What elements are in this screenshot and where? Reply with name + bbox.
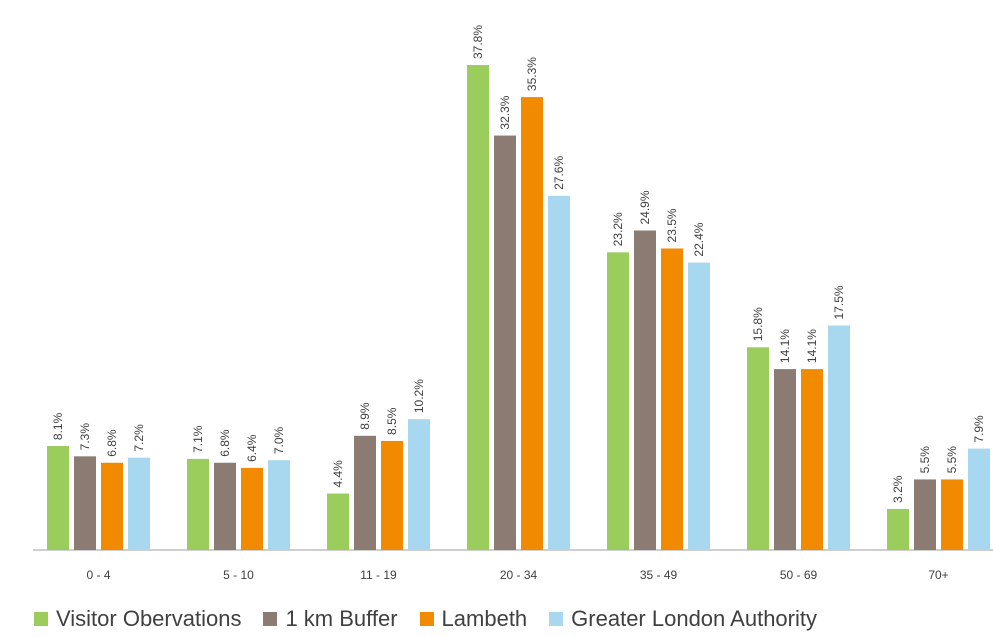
legend-label: Visitor Obervations — [56, 606, 242, 631]
data-label: 8.9% — [358, 402, 372, 430]
legend-swatch — [549, 612, 564, 626]
bar — [187, 458, 209, 550]
data-label: 8.1% — [51, 412, 65, 440]
bar — [634, 230, 656, 550]
legend-item: Lambeth — [419, 606, 528, 632]
bar — [101, 462, 123, 550]
bar — [354, 435, 376, 550]
data-label: 35.3% — [525, 57, 539, 91]
bar — [941, 479, 963, 550]
bar — [327, 493, 349, 550]
bar — [128, 457, 150, 550]
data-label: 7.0% — [272, 427, 286, 455]
data-label: 14.1% — [805, 329, 819, 363]
data-label: 10.2% — [412, 379, 426, 413]
legend-swatch — [419, 612, 434, 626]
bar — [47, 446, 69, 550]
chart-legend: Visitor Obervations 1 km Buffer Lambeth Gre… — [34, 604, 817, 634]
bar — [914, 479, 936, 550]
data-label: 5.5% — [945, 446, 959, 474]
bar — [968, 448, 990, 550]
legend-label: Lambeth — [441, 606, 528, 631]
data-label: 14.1% — [778, 329, 792, 363]
data-label: 24.9% — [638, 190, 652, 224]
legend-swatch — [34, 612, 48, 626]
x-tick-label: 70+ — [928, 568, 948, 582]
bar — [661, 248, 683, 551]
bar — [521, 97, 543, 550]
legend-item: Greater London Authority — [549, 606, 817, 632]
bar — [494, 135, 516, 550]
legend-item: 1 km Buffer — [263, 606, 398, 632]
x-tick-label: 5 - 10 — [223, 568, 254, 582]
data-label: 6.4% — [245, 434, 259, 462]
data-label: 3.2% — [891, 475, 905, 503]
data-label: 37.8% — [471, 25, 485, 59]
data-label: 8.5% — [385, 407, 399, 435]
legend-swatch — [263, 612, 278, 626]
data-label: 7.2% — [132, 424, 146, 452]
bar — [688, 262, 710, 550]
x-tick-label: 11 - 19 — [360, 568, 397, 582]
data-label: 32.3% — [498, 95, 512, 129]
data-label: 23.2% — [611, 212, 625, 246]
data-label: 7.9% — [972, 415, 986, 443]
legend-item: Visitor Obervations — [34, 606, 241, 632]
data-label: 15.8% — [751, 307, 765, 341]
data-label: 7.3% — [78, 423, 92, 451]
bar — [548, 195, 570, 550]
bar-chart-plot: 8.1% 7.3% 6.8% 7.2% 0 - 4 7.1% 6.8% 6.4% 7.0% 5 -… — [33, 25, 993, 582]
bar — [747, 347, 769, 550]
data-label: 23.5% — [665, 208, 679, 242]
legend-label: 1 km Buffer — [285, 606, 398, 631]
x-tick-label: 20 - 34 — [500, 568, 538, 582]
data-label: 22.4% — [692, 222, 706, 256]
bar — [74, 456, 96, 550]
bar — [467, 65, 489, 550]
x-tick-label: 0 - 4 — [86, 568, 110, 582]
data-label: 7.1% — [191, 425, 205, 453]
data-label: 6.8% — [105, 429, 119, 457]
data-label: 5.5% — [918, 446, 932, 474]
x-tick-label: 50 - 69 — [780, 568, 818, 582]
legend-label: Greater London Authority — [571, 606, 817, 631]
data-label: 6.8% — [218, 429, 232, 457]
bar — [241, 467, 263, 550]
bar — [828, 325, 850, 550]
bar — [268, 460, 290, 550]
bar — [214, 462, 236, 550]
data-label: 17.5% — [832, 285, 846, 319]
bar — [408, 419, 430, 550]
bar — [801, 369, 823, 550]
data-label: 4.4% — [331, 460, 345, 488]
bar — [774, 369, 796, 550]
bar — [887, 508, 909, 550]
x-tick-label: 35 - 49 — [640, 568, 678, 582]
bar — [607, 252, 629, 550]
bar — [381, 440, 403, 550]
data-label: 27.6% — [552, 156, 566, 190]
